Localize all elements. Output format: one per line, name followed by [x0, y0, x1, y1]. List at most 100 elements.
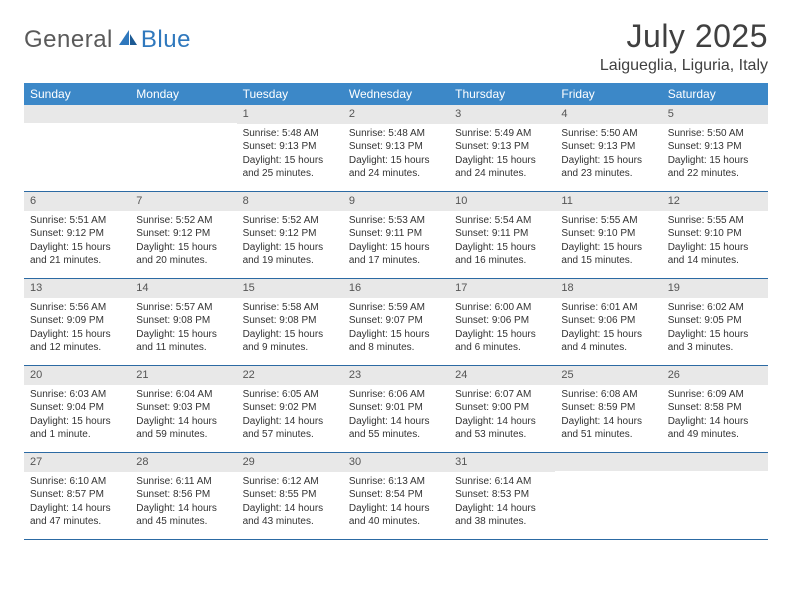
calendar: SundayMondayTuesdayWednesdayThursdayFrid…: [24, 83, 768, 540]
sunset-line: Sunset: 9:09 PM: [30, 314, 124, 328]
day-content: Sunrise: 5:55 AMSunset: 9:10 PMDaylight:…: [662, 211, 768, 272]
calendar-day-cell: 28Sunrise: 6:11 AMSunset: 8:56 PMDayligh…: [130, 453, 236, 539]
sunrise-line: Sunrise: 5:57 AM: [136, 301, 230, 315]
day-content: Sunrise: 6:10 AMSunset: 8:57 PMDaylight:…: [24, 472, 130, 533]
calendar-day-cell: 3Sunrise: 5:49 AMSunset: 9:13 PMDaylight…: [449, 105, 555, 191]
day-content: Sunrise: 5:56 AMSunset: 9:09 PMDaylight:…: [24, 298, 130, 359]
sunset-line: Sunset: 9:13 PM: [561, 140, 655, 154]
sunset-line: Sunset: 9:03 PM: [136, 401, 230, 415]
calendar-day-cell: 21Sunrise: 6:04 AMSunset: 9:03 PMDayligh…: [130, 366, 236, 452]
calendar-day-cell: 11Sunrise: 5:55 AMSunset: 9:10 PMDayligh…: [555, 192, 661, 278]
day-content: Sunrise: 6:08 AMSunset: 8:59 PMDaylight:…: [555, 385, 661, 446]
day-number: 5: [662, 105, 768, 124]
sunset-line: Sunset: 9:10 PM: [561, 227, 655, 241]
sunset-line: Sunset: 9:08 PM: [243, 314, 337, 328]
day-number: 29: [237, 453, 343, 472]
day-content: Sunrise: 6:14 AMSunset: 8:53 PMDaylight:…: [449, 472, 555, 533]
logo-text-blue: Blue: [141, 26, 191, 54]
sunset-line: Sunset: 9:12 PM: [136, 227, 230, 241]
weekday-header: Tuesday: [237, 83, 343, 105]
sunrise-line: Sunrise: 5:54 AM: [455, 214, 549, 228]
sunrise-line: Sunrise: 5:55 AM: [668, 214, 762, 228]
sunrise-line: Sunrise: 5:50 AM: [668, 127, 762, 141]
day-content: Sunrise: 5:55 AMSunset: 9:10 PMDaylight:…: [555, 211, 661, 272]
sunset-line: Sunset: 8:57 PM: [30, 488, 124, 502]
sunrise-line: Sunrise: 6:13 AM: [349, 475, 443, 489]
sunrise-line: Sunrise: 5:49 AM: [455, 127, 549, 141]
sunrise-line: Sunrise: 5:52 AM: [243, 214, 337, 228]
sunrise-line: Sunrise: 6:08 AM: [561, 388, 655, 402]
calendar-day-cell: 16Sunrise: 5:59 AMSunset: 9:07 PMDayligh…: [343, 279, 449, 365]
daylight-line: Daylight: 15 hours and 14 minutes.: [668, 241, 762, 268]
sunset-line: Sunset: 9:12 PM: [30, 227, 124, 241]
daylight-line: Daylight: 15 hours and 22 minutes.: [668, 154, 762, 181]
calendar-week-row: 20Sunrise: 6:03 AMSunset: 9:04 PMDayligh…: [24, 366, 768, 453]
daylight-line: Daylight: 15 hours and 20 minutes.: [136, 241, 230, 268]
day-number: 26: [662, 366, 768, 385]
calendar-day-cell: 2Sunrise: 5:48 AMSunset: 9:13 PMDaylight…: [343, 105, 449, 191]
sunset-line: Sunset: 9:01 PM: [349, 401, 443, 415]
day-content: Sunrise: 5:52 AMSunset: 9:12 PMDaylight:…: [130, 211, 236, 272]
daylight-line: Daylight: 15 hours and 25 minutes.: [243, 154, 337, 181]
calendar-day-cell: 9Sunrise: 5:53 AMSunset: 9:11 PMDaylight…: [343, 192, 449, 278]
sunrise-line: Sunrise: 5:53 AM: [349, 214, 443, 228]
calendar-day-cell: 8Sunrise: 5:52 AMSunset: 9:12 PMDaylight…: [237, 192, 343, 278]
daylight-line: Daylight: 15 hours and 19 minutes.: [243, 241, 337, 268]
day-content: Sunrise: 5:57 AMSunset: 9:08 PMDaylight:…: [130, 298, 236, 359]
day-number: 6: [24, 192, 130, 211]
day-number: 25: [555, 366, 661, 385]
sunrise-line: Sunrise: 6:04 AM: [136, 388, 230, 402]
calendar-day-cell: 26Sunrise: 6:09 AMSunset: 8:58 PMDayligh…: [662, 366, 768, 452]
sunrise-line: Sunrise: 6:12 AM: [243, 475, 337, 489]
daylight-line: Daylight: 14 hours and 45 minutes.: [136, 502, 230, 529]
sunset-line: Sunset: 8:55 PM: [243, 488, 337, 502]
day-number: 1: [237, 105, 343, 124]
calendar-day-cell: 15Sunrise: 5:58 AMSunset: 9:08 PMDayligh…: [237, 279, 343, 365]
sunrise-line: Sunrise: 5:50 AM: [561, 127, 655, 141]
sunrise-line: Sunrise: 5:59 AM: [349, 301, 443, 315]
day-number: [24, 105, 130, 123]
day-number: 4: [555, 105, 661, 124]
sunset-line: Sunset: 9:12 PM: [243, 227, 337, 241]
day-number: 16: [343, 279, 449, 298]
daylight-line: Daylight: 15 hours and 1 minute.: [30, 415, 124, 442]
day-number: 20: [24, 366, 130, 385]
calendar-day-cell: [555, 453, 661, 539]
weekday-header: Friday: [555, 83, 661, 105]
day-content: Sunrise: 6:05 AMSunset: 9:02 PMDaylight:…: [237, 385, 343, 446]
sunset-line: Sunset: 9:13 PM: [668, 140, 762, 154]
calendar-day-cell: 19Sunrise: 6:02 AMSunset: 9:05 PMDayligh…: [662, 279, 768, 365]
calendar-header-row: SundayMondayTuesdayWednesdayThursdayFrid…: [24, 83, 768, 105]
day-content: Sunrise: 6:04 AMSunset: 9:03 PMDaylight:…: [130, 385, 236, 446]
weekday-header: Saturday: [662, 83, 768, 105]
daylight-line: Daylight: 15 hours and 4 minutes.: [561, 328, 655, 355]
calendar-day-cell: 20Sunrise: 6:03 AMSunset: 9:04 PMDayligh…: [24, 366, 130, 452]
day-content: Sunrise: 6:12 AMSunset: 8:55 PMDaylight:…: [237, 472, 343, 533]
sunset-line: Sunset: 8:59 PM: [561, 401, 655, 415]
calendar-body: 1Sunrise: 5:48 AMSunset: 9:13 PMDaylight…: [24, 105, 768, 540]
day-number: 30: [343, 453, 449, 472]
weekday-header: Thursday: [449, 83, 555, 105]
calendar-week-row: 1Sunrise: 5:48 AMSunset: 9:13 PMDaylight…: [24, 105, 768, 192]
daylight-line: Daylight: 15 hours and 9 minutes.: [243, 328, 337, 355]
calendar-day-cell: 29Sunrise: 6:12 AMSunset: 8:55 PMDayligh…: [237, 453, 343, 539]
sunrise-line: Sunrise: 6:07 AM: [455, 388, 549, 402]
calendar-day-cell: 17Sunrise: 6:00 AMSunset: 9:06 PMDayligh…: [449, 279, 555, 365]
title-block: July 2025 Laigueglia, Liguria, Italy: [600, 18, 768, 75]
day-number: 18: [555, 279, 661, 298]
daylight-line: Daylight: 14 hours and 53 minutes.: [455, 415, 549, 442]
day-content: Sunrise: 6:03 AMSunset: 9:04 PMDaylight:…: [24, 385, 130, 446]
sunset-line: Sunset: 9:08 PM: [136, 314, 230, 328]
daylight-line: Daylight: 15 hours and 6 minutes.: [455, 328, 549, 355]
daylight-line: Daylight: 14 hours and 47 minutes.: [30, 502, 124, 529]
sunset-line: Sunset: 8:56 PM: [136, 488, 230, 502]
calendar-day-cell: [130, 105, 236, 191]
daylight-line: Daylight: 15 hours and 21 minutes.: [30, 241, 124, 268]
day-number: 12: [662, 192, 768, 211]
sunrise-line: Sunrise: 5:48 AM: [243, 127, 337, 141]
day-number: 17: [449, 279, 555, 298]
sunrise-line: Sunrise: 5:52 AM: [136, 214, 230, 228]
daylight-line: Daylight: 15 hours and 24 minutes.: [455, 154, 549, 181]
daylight-line: Daylight: 14 hours and 57 minutes.: [243, 415, 337, 442]
sunset-line: Sunset: 8:53 PM: [455, 488, 549, 502]
